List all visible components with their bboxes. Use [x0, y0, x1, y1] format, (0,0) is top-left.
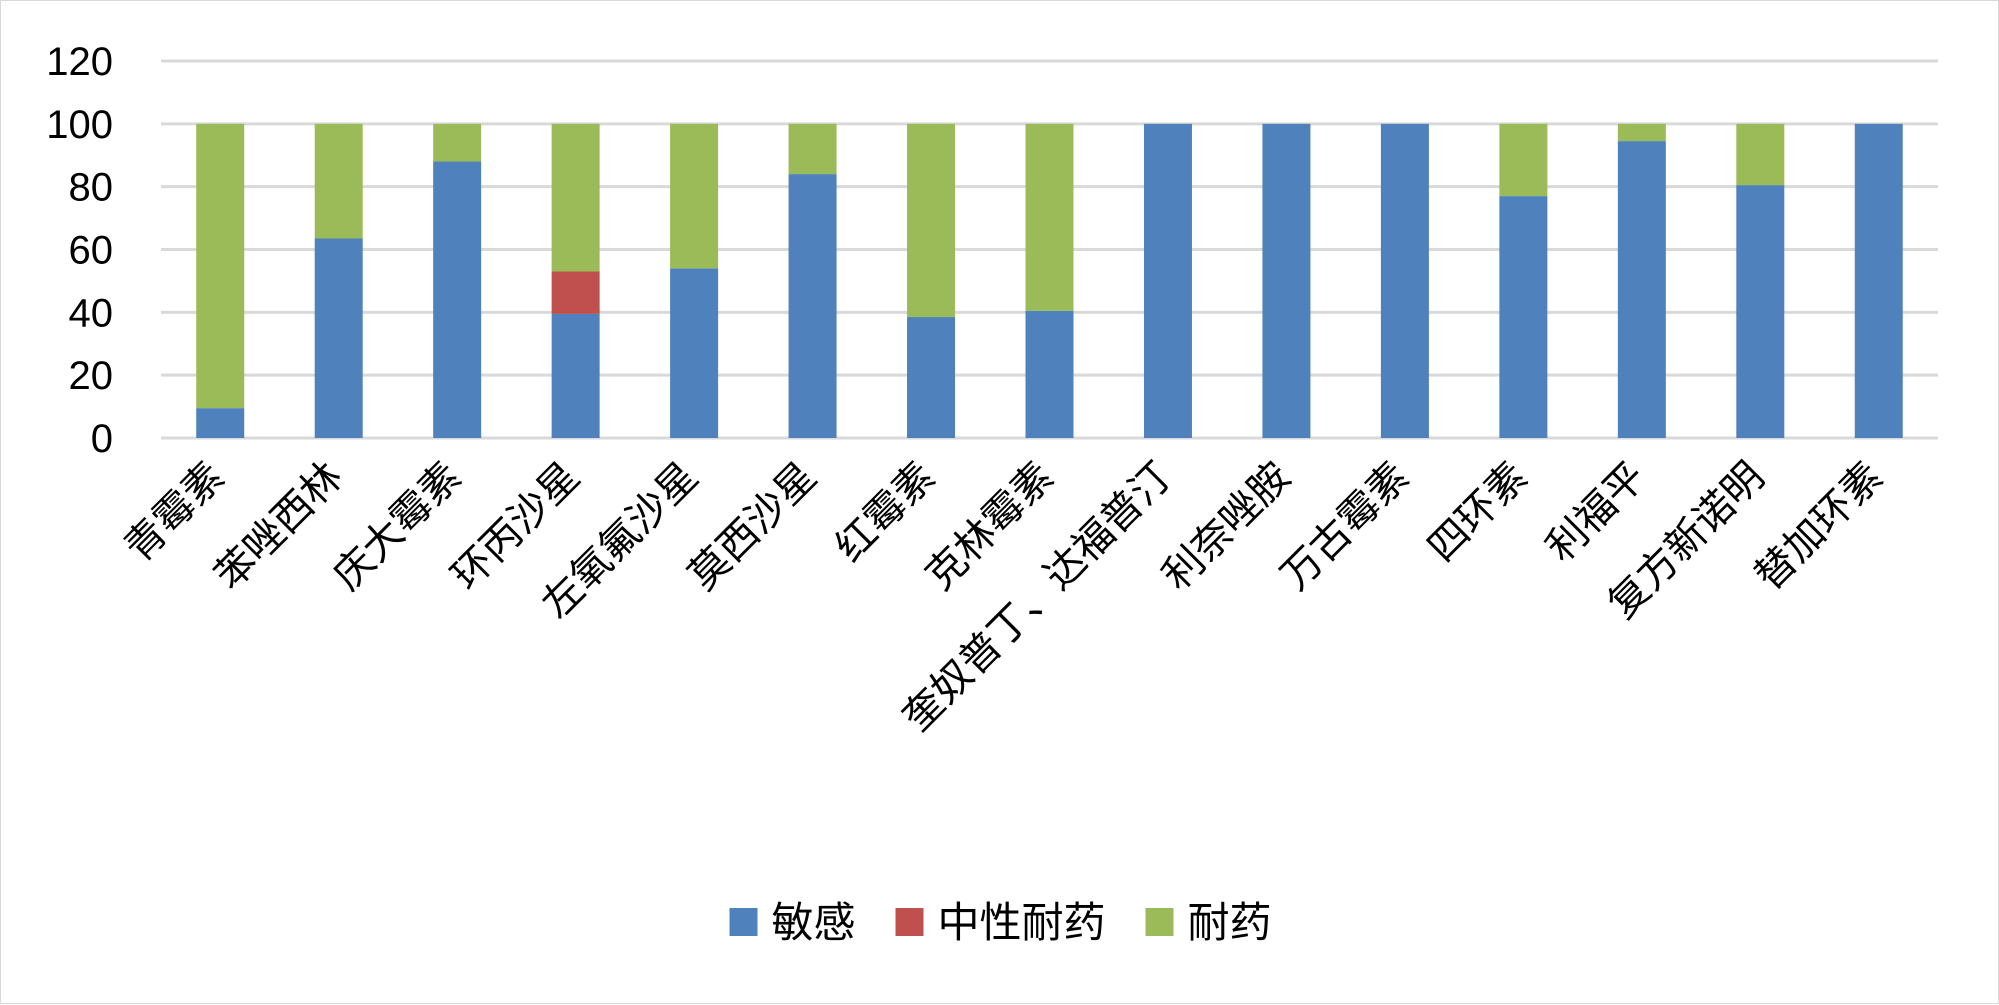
x-tick-label: 利奈唑胺 — [1154, 454, 1300, 600]
x-tick-label: 莫西沙星 — [680, 454, 826, 600]
x-tick-label: 庆大霉素 — [325, 454, 471, 600]
legend-label: 敏感 — [772, 898, 856, 947]
y-tick-label: 40 — [69, 291, 114, 335]
x-tick-label: 红霉素 — [827, 454, 944, 571]
y-tick-label: 120 — [46, 40, 113, 84]
bar-segment — [314, 238, 363, 438]
legend-swatch — [895, 908, 924, 936]
x-tick-label: 替加环素 — [1746, 454, 1892, 600]
bar-segment — [196, 123, 245, 409]
legend-swatch — [1145, 908, 1174, 936]
bar-segment — [1025, 310, 1074, 438]
bar-segment — [1617, 123, 1666, 142]
bar-segment — [1854, 123, 1903, 438]
bar-segment — [551, 271, 600, 314]
bar-segment — [907, 123, 956, 318]
y-tick-label: 80 — [69, 166, 114, 210]
bar-segment — [1262, 123, 1311, 438]
bar-segment — [433, 123, 482, 162]
bar-segment — [670, 123, 719, 269]
bar-segment — [1143, 123, 1192, 438]
bar-segment — [670, 268, 719, 438]
bar-segment — [551, 313, 600, 438]
y-tick-label: 20 — [69, 354, 114, 398]
legend-swatch — [729, 908, 758, 936]
bars — [196, 123, 1903, 439]
legend: 敏感 中性耐药 耐药 — [729, 898, 1272, 947]
bar-segment — [196, 408, 245, 438]
y-tick-label: 60 — [69, 229, 114, 273]
bar-segment — [788, 174, 837, 438]
legend-label: 耐药 — [1188, 898, 1272, 947]
y-tick-label: 100 — [46, 103, 113, 147]
bar-segment — [1736, 123, 1785, 186]
x-tick-label: 利福平 — [1538, 454, 1655, 571]
bar-segment — [1617, 141, 1666, 439]
x-tick-label: 万古霉素 — [1272, 454, 1418, 600]
bar-segment — [433, 161, 482, 439]
bar-segment — [1025, 123, 1074, 311]
bar-segment — [788, 123, 837, 175]
bar-segment — [314, 123, 363, 239]
x-tick-label: 苯唑西林 — [206, 454, 352, 600]
bar-segment — [1499, 123, 1548, 197]
bar-segment — [1736, 185, 1785, 438]
y-tick-label: 0 — [91, 417, 113, 461]
bar-segment — [1380, 123, 1429, 438]
bar-segment — [551, 123, 600, 272]
y-axis-ticks: 0 20 40 60 80 100 120 — [46, 40, 113, 461]
bar-segment — [907, 317, 956, 438]
x-tick-label: 四环素 — [1419, 454, 1536, 571]
bar-segment — [1499, 196, 1548, 438]
legend-label: 中性耐药 — [938, 898, 1106, 947]
x-tick-label: 青霉素 — [116, 454, 233, 571]
